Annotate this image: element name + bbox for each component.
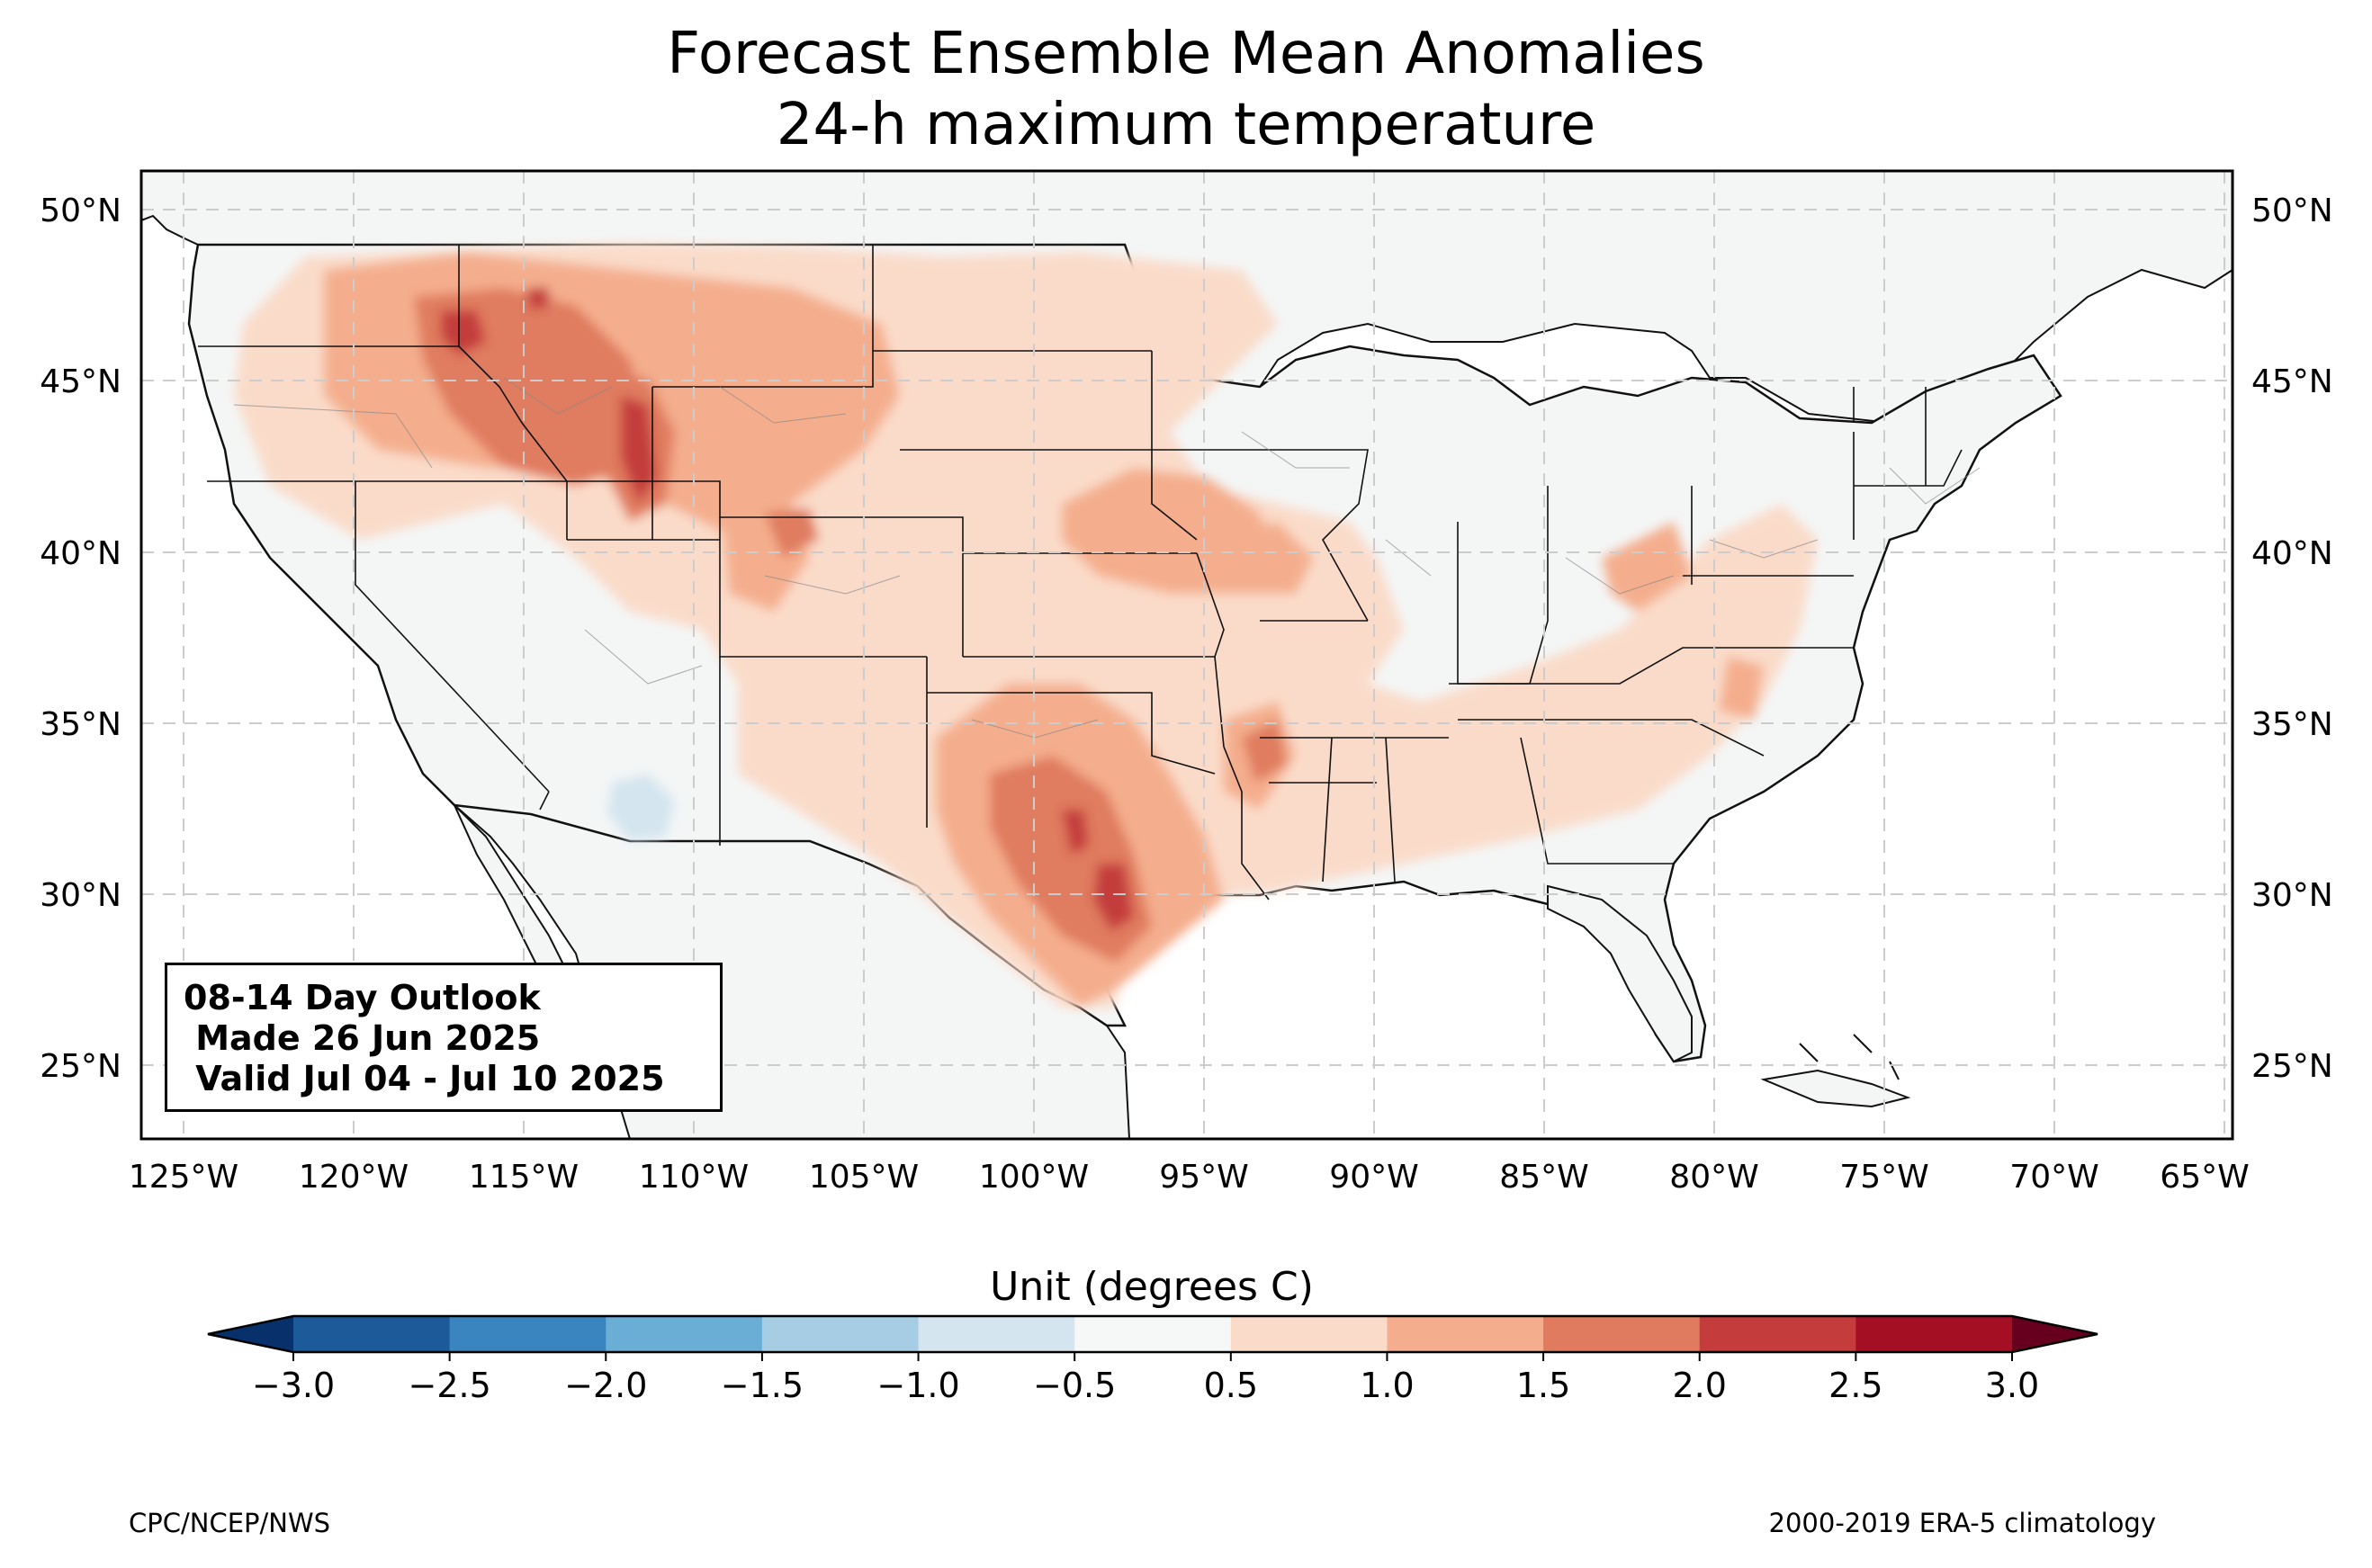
- climatology-note: 2000-2019 ERA-5 climatology: [1768, 1508, 2156, 1538]
- colorbar-tick-label: 1.5: [1516, 1366, 1570, 1405]
- colorbar-tick-label: 2.0: [1673, 1366, 1727, 1405]
- colorbar-segment: [1230, 1316, 1388, 1352]
- colorbar-tick-label: −2.0: [564, 1366, 647, 1405]
- credit-text: CPC/NCEP/NWS: [129, 1508, 331, 1538]
- colorbar-segment: [1074, 1316, 1232, 1352]
- colorbar-tick-label: 2.5: [1828, 1366, 1882, 1405]
- state-boundaries: [198, 245, 1963, 900]
- lon-tick: 115°W: [469, 1159, 579, 1196]
- lon-tick: 100°W: [979, 1159, 1089, 1196]
- outlook-line-2: Made 26 Jun 2025: [184, 1018, 541, 1058]
- colorbar-tick-label: 1.0: [1360, 1366, 1414, 1405]
- lat-tick: 40°N: [40, 535, 121, 572]
- lat-tick: 45°N: [2251, 363, 2333, 400]
- lon-tick: 95°W: [1159, 1159, 1248, 1196]
- colorbar-tick-label: −0.5: [1033, 1366, 1116, 1405]
- lon-tick: 85°W: [1499, 1159, 1588, 1196]
- map-frame: [139, 169, 2234, 1141]
- anomaly-shading: [234, 243, 1818, 1008]
- lat-tick: 25°N: [40, 1048, 121, 1085]
- lon-tick: 65°W: [2160, 1159, 2249, 1196]
- outlook-info-box: 08-14 Day Outlook Made 26 Jun 2025 Valid…: [165, 963, 723, 1112]
- outlook-line-3: Valid Jul 04 - Jul 10 2025: [184, 1059, 665, 1098]
- colorbar-tick-label: 3.0: [1985, 1366, 2039, 1405]
- florida-peninsula: [1547, 884, 1693, 1063]
- lat-tick: 35°N: [2251, 706, 2333, 743]
- lon-tick: 105°W: [809, 1159, 919, 1196]
- lon-tick: 90°W: [1329, 1159, 1418, 1196]
- lat-tick-labels-right: 50°N 45°N 40°N 35°N 30°N 25°N: [2251, 193, 2333, 1085]
- colorbar-segment: [1855, 1316, 2013, 1352]
- lat-tick: 45°N: [40, 363, 121, 400]
- colorbar: −3.0 −2.5 −2.0 −1.5 −1.0 −0.5 0.5 1.0 1.5 2.0 2.5 3…: [207, 1314, 2098, 1405]
- lat-tick: 50°N: [2251, 193, 2333, 229]
- colorbar-segment: [606, 1316, 763, 1352]
- colorbar-tick-label: −1.0: [876, 1366, 959, 1405]
- colorbar-tick-label: −1.5: [721, 1366, 804, 1405]
- lon-tick: 75°W: [1839, 1159, 1928, 1196]
- colorbar-segment: [293, 1316, 451, 1352]
- lat-tick: 50°N: [40, 193, 121, 229]
- lat-tick: 30°N: [2251, 877, 2333, 914]
- outlook-line-1: 08-14 Day Outlook: [184, 978, 541, 1017]
- lon-tick: 125°W: [129, 1159, 238, 1196]
- colorbar-tick-label: −2.5: [408, 1366, 490, 1405]
- colorbar-segment: [761, 1316, 920, 1352]
- lon-tick: 70°W: [2009, 1159, 2098, 1196]
- colorbar-label: Unit (degrees C): [990, 1264, 1314, 1310]
- colorbar-segment: [918, 1316, 1075, 1352]
- lon-tick: 110°W: [639, 1159, 749, 1196]
- lat-tick: 30°N: [40, 877, 121, 914]
- colorbar-extend-min: [208, 1316, 293, 1352]
- lat-tick: 35°N: [40, 706, 121, 743]
- colorbar-tick-label: −3.0: [252, 1366, 335, 1405]
- colorbar-extend-max: [2012, 1316, 2098, 1352]
- lat-tick: 25°N: [2251, 1048, 2333, 1085]
- colorbar-tick-label: 0.5: [1204, 1366, 1258, 1405]
- colorbar-segment: [1543, 1316, 1701, 1352]
- map-title: Forecast Ensemble Mean Anomalies: [667, 21, 1705, 87]
- cuba: [1760, 1069, 1911, 1108]
- lon-tick-labels: 125°W 120°W 115°W 110°W 105°W 100°W 95°W…: [129, 1159, 2250, 1196]
- colorbar-segment: [1387, 1316, 1544, 1352]
- lat-tick: 40°N: [2251, 535, 2333, 572]
- lat-tick-labels-left: 50°N 45°N 40°N 35°N 30°N 25°N: [40, 193, 121, 1085]
- lon-tick: 80°W: [1669, 1159, 1758, 1196]
- colorbar-segment: [449, 1316, 606, 1352]
- map-subtitle: 24-h maximum temperature: [776, 92, 1596, 158]
- colorbar-segment: [1699, 1316, 1856, 1352]
- lon-tick: 120°W: [299, 1159, 409, 1196]
